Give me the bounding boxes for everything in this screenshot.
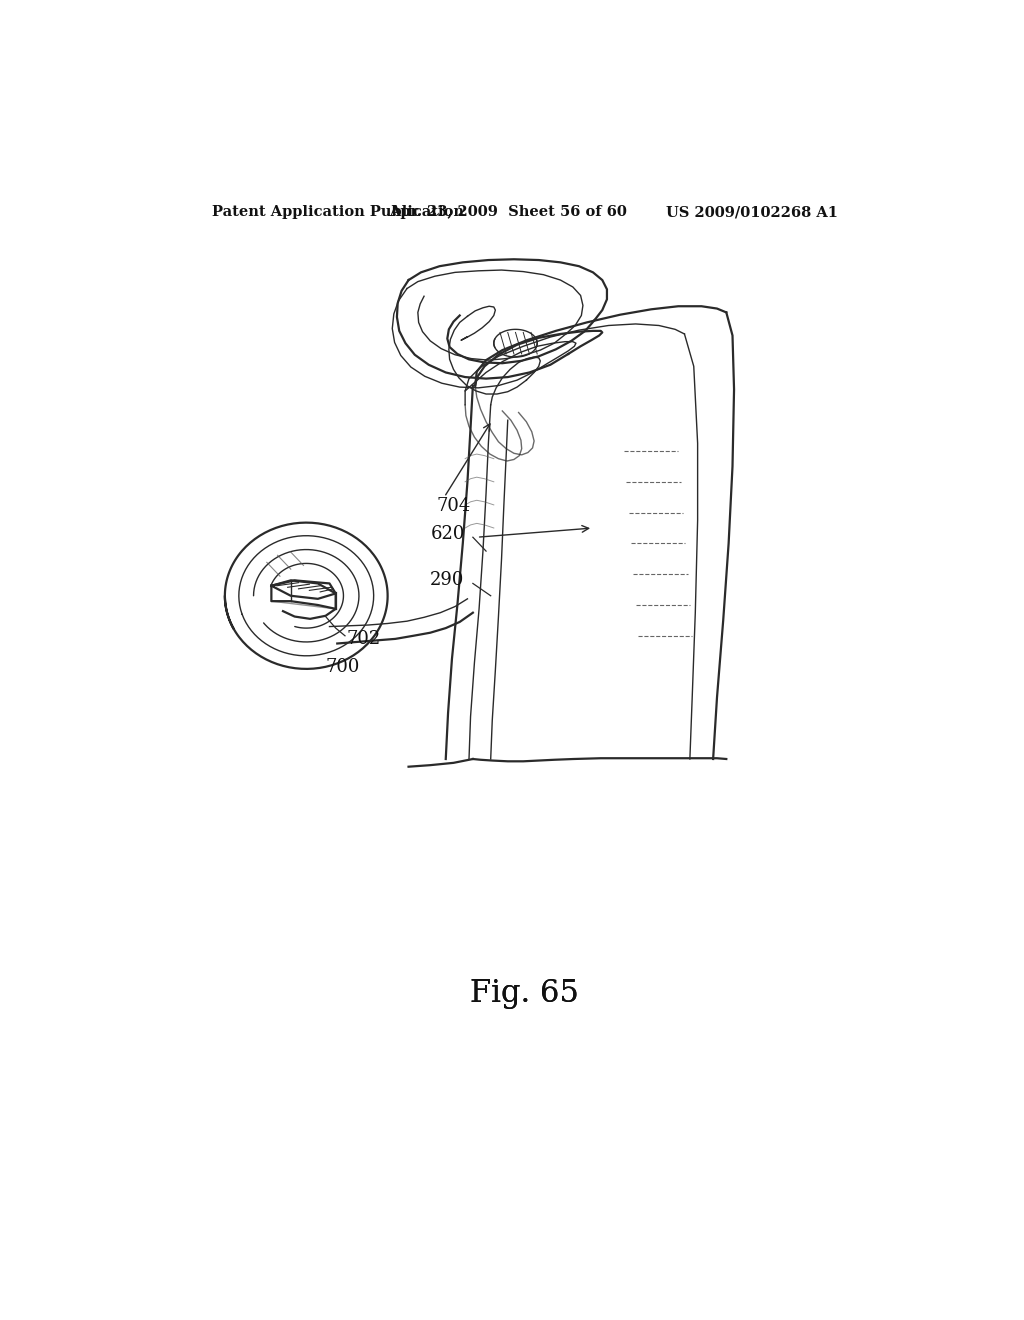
Text: Apr. 23, 2009  Sheet 56 of 60: Apr. 23, 2009 Sheet 56 of 60 — [389, 206, 627, 219]
Text: Fig. 65: Fig. 65 — [470, 978, 580, 1010]
Text: 702: 702 — [346, 630, 381, 648]
Text: Fig. 65: Fig. 65 — [470, 978, 580, 1010]
Text: 290: 290 — [430, 572, 465, 589]
Text: Patent Application Publication: Patent Application Publication — [212, 206, 464, 219]
Text: 620: 620 — [430, 525, 465, 543]
Text: US 2009/0102268 A1: US 2009/0102268 A1 — [666, 206, 838, 219]
Text: 700: 700 — [326, 657, 360, 676]
Text: 704: 704 — [436, 498, 471, 515]
